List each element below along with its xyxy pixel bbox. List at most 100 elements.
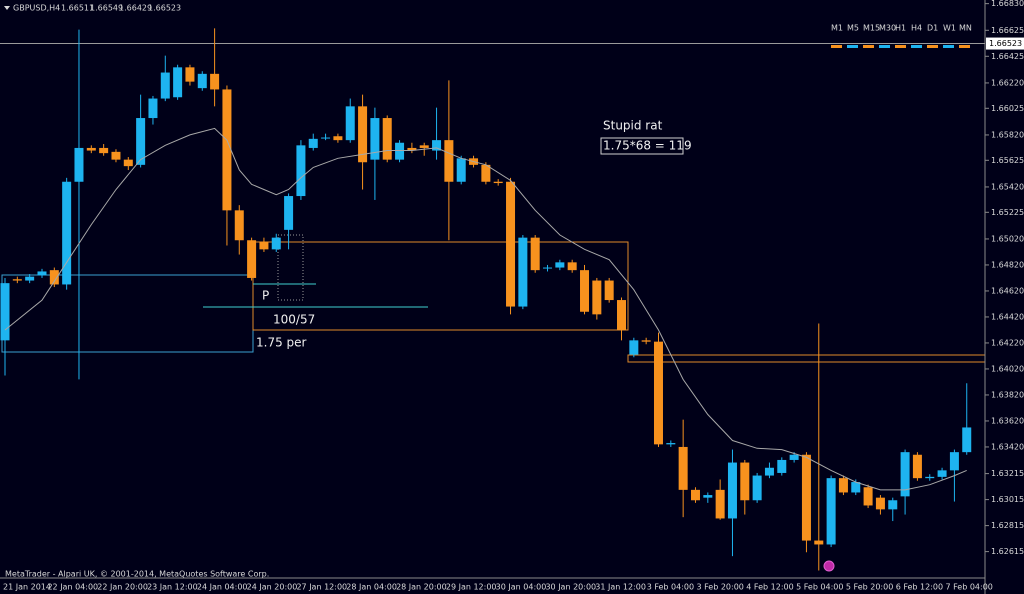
candle-body bbox=[284, 196, 294, 230]
header-value: 1.66511 bbox=[61, 4, 94, 13]
candle-body bbox=[185, 67, 195, 82]
candle-body bbox=[49, 270, 59, 285]
candle-body bbox=[851, 482, 861, 493]
header-value: 1.66549 bbox=[90, 4, 123, 13]
header-value: 1.66523 bbox=[148, 4, 181, 13]
candle-body bbox=[395, 142, 405, 160]
candle-body bbox=[210, 73, 220, 90]
candle-body bbox=[789, 454, 799, 460]
menu-arrow bbox=[4, 6, 10, 10]
candle-body bbox=[407, 147, 417, 151]
x-tick-label: 3 Feb 04:00 bbox=[647, 583, 694, 592]
x-tick-label: 31 Jan 12:00 bbox=[595, 583, 646, 592]
x-tick-label: 4 Feb 12:00 bbox=[746, 583, 793, 592]
timeframe-label: M1 bbox=[831, 24, 843, 33]
header-value: 1.66429 bbox=[119, 4, 152, 13]
candle-body bbox=[271, 237, 281, 250]
candle-body bbox=[111, 151, 121, 160]
candle-body bbox=[543, 267, 553, 269]
candle-body bbox=[0, 283, 10, 341]
candle-body bbox=[912, 454, 922, 479]
candle-body bbox=[148, 98, 158, 119]
candle-body bbox=[432, 140, 442, 151]
annotation: P bbox=[262, 289, 269, 303]
candle-body bbox=[666, 443, 676, 445]
candle-body bbox=[25, 276, 35, 281]
x-tick-label: 30 Jan 20:00 bbox=[545, 583, 596, 592]
y-tick-label: 1.64620 bbox=[991, 286, 1024, 295]
x-tick-label: 23 Jan 12:00 bbox=[147, 583, 198, 592]
candle-body bbox=[37, 271, 47, 276]
timeframe-label: MN bbox=[959, 24, 972, 33]
timeframe-indicator bbox=[943, 45, 954, 48]
marker bbox=[823, 560, 835, 572]
y-tick-label: 1.66830 bbox=[991, 0, 1024, 8]
candle-body bbox=[456, 158, 466, 182]
timeframe-label: D1 bbox=[927, 24, 938, 33]
candle-body bbox=[925, 476, 935, 479]
candle-body bbox=[555, 262, 565, 268]
candle-body bbox=[604, 280, 614, 301]
candle-body bbox=[690, 489, 700, 501]
candle-body bbox=[678, 446, 688, 490]
timeframe-indicator bbox=[847, 45, 858, 48]
x-tick-label: 3 Feb 20:00 bbox=[696, 583, 743, 592]
candle-body bbox=[888, 500, 898, 510]
y-tick-label: 1.65020 bbox=[991, 234, 1024, 243]
candle-body bbox=[12, 279, 22, 281]
y-tick-label: 1.64420 bbox=[991, 312, 1024, 321]
candle-body bbox=[370, 118, 380, 160]
x-tick-label: 22 Jan 04:00 bbox=[47, 583, 98, 592]
candle-body bbox=[629, 340, 639, 355]
candle-body bbox=[567, 262, 577, 271]
current-price-box bbox=[986, 37, 1024, 50]
candle-body bbox=[653, 341, 663, 445]
candle-body bbox=[826, 478, 836, 545]
symbol: GBPUSD,H4 bbox=[13, 4, 60, 13]
timeframe-label: M30 bbox=[879, 24, 896, 33]
timeframe-indicator bbox=[927, 45, 938, 48]
candle-body bbox=[308, 138, 318, 148]
timeframe-indicator bbox=[959, 45, 970, 48]
candle-body bbox=[814, 540, 824, 545]
y-tick-label: 1.65625 bbox=[991, 156, 1024, 165]
timeframe-label: H4 bbox=[911, 24, 922, 33]
y-tick-label: 1.64820 bbox=[991, 260, 1024, 269]
y-tick-label: 1.63015 bbox=[991, 495, 1024, 504]
footer: MetaTrader - Alpari UK, © 2001-2014, Met… bbox=[5, 570, 269, 579]
moving-average bbox=[4, 127, 967, 491]
candle-body bbox=[123, 159, 133, 167]
candle-body bbox=[900, 452, 910, 497]
y-tick-label: 1.66220 bbox=[991, 78, 1024, 87]
candle-body bbox=[382, 118, 392, 160]
candle-body bbox=[197, 73, 207, 89]
y-tick-label: 1.66425 bbox=[991, 52, 1024, 61]
candle-body bbox=[962, 427, 972, 453]
y-tick-label: 1.65420 bbox=[991, 182, 1024, 191]
candle-body bbox=[518, 237, 528, 307]
x-tick-label: 22 Jan 20:00 bbox=[97, 583, 148, 592]
y-tick-label: 1.62615 bbox=[991, 547, 1024, 556]
x-tick-label: 5 Feb 20:00 bbox=[846, 583, 893, 592]
candle-body bbox=[530, 237, 540, 271]
candle-body bbox=[247, 240, 257, 278]
x-tick-label: 5 Feb 04:00 bbox=[796, 583, 843, 592]
candle-body bbox=[234, 210, 244, 241]
current-price-label: 1.66523 bbox=[989, 39, 1022, 48]
candle-body bbox=[358, 106, 368, 163]
candle-body bbox=[949, 452, 959, 471]
candle-body bbox=[641, 340, 651, 342]
x-tick-label: 24 Jan 04:00 bbox=[197, 583, 248, 592]
y-tick-label: 1.63820 bbox=[991, 390, 1024, 399]
candle-body bbox=[863, 487, 873, 506]
y-tick-label: 1.65225 bbox=[991, 208, 1024, 217]
timeframe-label: H1 bbox=[895, 24, 906, 33]
candle-body bbox=[173, 67, 183, 98]
candle-body bbox=[444, 140, 454, 182]
timeframe-indicator bbox=[863, 45, 874, 48]
timeframe-label: M15 bbox=[863, 24, 880, 33]
candle-body bbox=[259, 241, 269, 250]
candle-body bbox=[838, 478, 848, 493]
drawings bbox=[0, 0, 986, 594]
candle-body bbox=[752, 475, 762, 501]
